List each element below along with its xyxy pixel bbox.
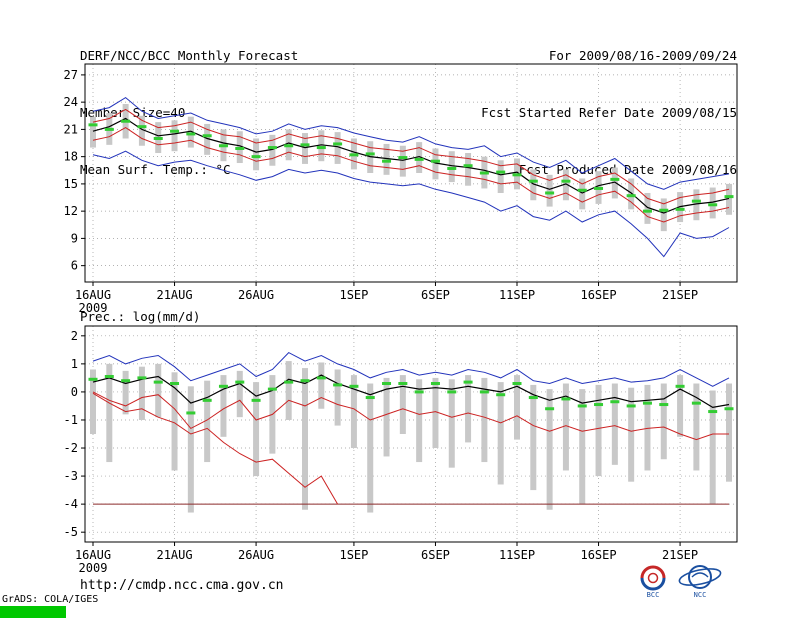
svg-text:16SEP: 16SEP	[580, 548, 616, 562]
svg-text:6: 6	[71, 259, 78, 273]
svg-text:11SEP: 11SEP	[499, 548, 535, 562]
svg-text:0: 0	[71, 385, 78, 399]
svg-text:12: 12	[64, 204, 78, 218]
header-right: For 2009/08/16-2009/09/24 Fcst Started R…	[481, 8, 737, 217]
svg-text:2009: 2009	[79, 301, 108, 315]
refer-date-label: Fcst Started Refer Date 2009/08/15	[481, 105, 737, 120]
svg-text:-4: -4	[64, 497, 78, 511]
svg-text:16AUG: 16AUG	[75, 548, 111, 562]
ncc-logo-label: NCC	[693, 591, 707, 599]
svg-text:21SEP: 21SEP	[662, 548, 698, 562]
svg-text:-3: -3	[64, 469, 78, 483]
svg-text:21: 21	[64, 122, 78, 136]
svg-text:-5: -5	[64, 525, 78, 539]
svg-text:27: 27	[64, 68, 78, 82]
svg-text:9: 9	[71, 231, 78, 245]
svg-text:18: 18	[64, 150, 78, 164]
bcc-logo-label: BCC	[646, 591, 660, 599]
forecast-range-label: For 2009/08/16-2009/09/24	[548, 48, 737, 63]
svg-text:2: 2	[71, 329, 78, 343]
svg-text:11SEP: 11SEP	[499, 288, 535, 302]
svg-text:-2: -2	[64, 441, 78, 455]
svg-text:21AUG: 21AUG	[156, 288, 192, 302]
ncc-logo-icon	[678, 565, 722, 589]
svg-text:16AUG: 16AUG	[75, 288, 111, 302]
grads-credit: GrADS: COLA/IGES	[2, 594, 99, 605]
svg-text:6SEP: 6SEP	[421, 288, 450, 302]
svg-text:24: 24	[64, 95, 78, 109]
svg-text:21SEP: 21SEP	[662, 288, 698, 302]
svg-text:1SEP: 1SEP	[339, 288, 368, 302]
svg-text:16SEP: 16SEP	[580, 288, 616, 302]
grads-green-box	[0, 606, 66, 618]
source-url: http://cmdp.ncc.cma.gov.cn	[80, 578, 284, 593]
svg-text:6SEP: 6SEP	[421, 548, 450, 562]
svg-text:26AUG: 26AUG	[238, 288, 274, 302]
bcc-logo-icon	[640, 565, 666, 591]
svg-text:1: 1	[71, 357, 78, 371]
header-left: DERF/NCC/BCC Monthly Forecast Member Siz…	[80, 8, 298, 217]
bcc-logo: BCC	[638, 564, 668, 599]
temp-panel-title: Mean Surf. Temp.: °C	[80, 162, 231, 177]
svg-text:1SEP: 1SEP	[339, 548, 368, 562]
footer-logos: BCC NCC	[638, 564, 724, 599]
svg-text:2009: 2009	[79, 561, 108, 575]
produced-date-label: Fcst Produced Date 2009/08/16	[518, 162, 737, 177]
temperature-chart: 6 9 12 15 18 21 24 27 16AUG 21AUG 26AUG 1SEP 6SEP 11S…	[64, 63, 738, 315]
precip-panel-title: Prec.: log(mm/d)	[80, 309, 201, 324]
plot-title: DERF/NCC/BCC Monthly Forecast	[80, 48, 299, 63]
svg-text:21AUG: 21AUG	[156, 548, 192, 562]
svg-text:26AUG: 26AUG	[238, 548, 274, 562]
svg-text:-1: -1	[64, 413, 78, 427]
svg-text:15: 15	[64, 177, 78, 191]
precipitation-chart: -5 -4 -3 -2 -1 0 1 2 16AUG 21AUG 26AUG 1SEP 6SEP 11SE…	[64, 325, 738, 575]
ncc-logo: NCC	[676, 564, 724, 599]
